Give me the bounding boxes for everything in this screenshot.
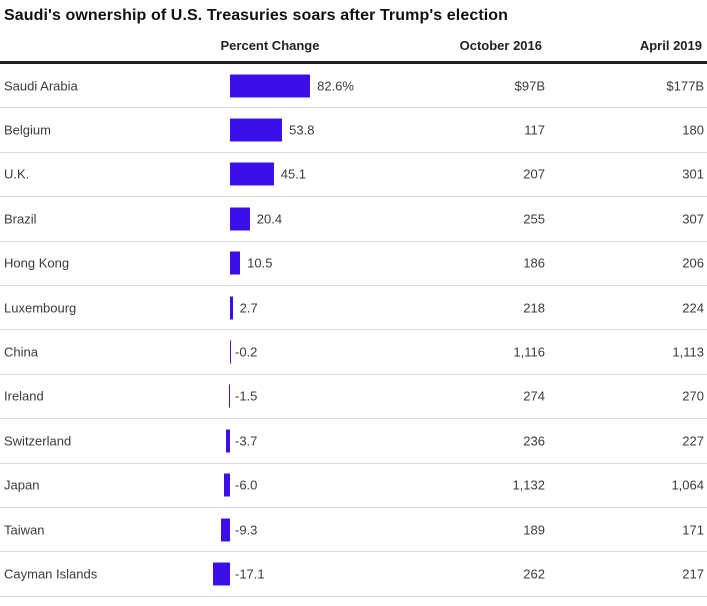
table-row: U.K. 45.1 207 301	[0, 153, 707, 198]
country-label: Switzerland	[4, 433, 72, 449]
table-row: Belgium 53.8 117 180	[0, 108, 707, 153]
country-label: Luxembourg	[4, 300, 77, 316]
percent-change-value: 45.1	[280, 166, 307, 182]
april-2019-value: $177B	[666, 78, 704, 94]
table-row: Cayman Islands -17.1 262 217	[0, 552, 707, 597]
column-header-percent-change: Percent Change	[220, 38, 320, 53]
percent-change-value: -17.1	[235, 566, 265, 582]
percent-change-bar	[220, 518, 230, 542]
country-label: Brazil	[4, 211, 37, 227]
country-label: Belgium	[4, 122, 51, 138]
country-label: U.K.	[4, 166, 30, 182]
column-header-april-2019: April 2019	[639, 38, 702, 53]
table-body: Saudi Arabia 82.6% $97B $177B Belgium 53…	[0, 64, 707, 597]
april-2019-value: 1,113	[672, 344, 704, 360]
percent-change-bar	[228, 384, 230, 408]
table-row: Saudi Arabia 82.6% $97B $177B	[0, 64, 707, 109]
percent-change-value: -9.3	[235, 522, 258, 538]
october-2016-value: 189	[523, 522, 545, 538]
percent-change-value: 82.6%	[317, 78, 354, 94]
percent-change-value: -1.5	[235, 388, 258, 404]
april-2019-value: 307	[682, 211, 704, 227]
table-row: Japan -6.0 1,132 1,064	[0, 464, 707, 508]
october-2016-value: 236	[523, 433, 545, 449]
table-row: Luxembourg 2.7 218 224	[0, 286, 707, 331]
percent-change-bar	[230, 74, 311, 98]
percent-change-bar	[226, 429, 230, 453]
country-label: China	[4, 344, 38, 360]
october-2016-value: 255	[523, 211, 545, 227]
october-2016-value: 274	[523, 388, 545, 404]
percent-change-value: 10.5	[247, 255, 273, 271]
country-label: Saudi Arabia	[4, 78, 78, 94]
october-2016-value: 1,132	[512, 477, 545, 493]
april-2019-value: 224	[682, 300, 704, 316]
april-2019-value: 301	[682, 166, 704, 182]
percent-change-value: -3.7	[235, 433, 258, 449]
april-2019-value: 217	[682, 566, 704, 582]
header-rule	[0, 61, 707, 64]
table-row: Switzerland -3.7 236 227	[0, 419, 707, 464]
april-2019-value: 270	[682, 388, 704, 404]
table-row: Taiwan -9.3 189 171	[0, 508, 707, 553]
percent-change-bar	[230, 296, 233, 320]
october-2016-value: 1,116	[513, 344, 545, 360]
october-2016-value: 207	[523, 166, 545, 182]
october-2016-value: 117	[524, 122, 545, 138]
april-2019-value: 1,064	[671, 477, 704, 493]
october-2016-value: $97B	[514, 78, 545, 94]
table-row: China -0.2 1,116 1,113	[0, 330, 707, 375]
october-2016-value: 262	[523, 566, 545, 582]
country-label: Cayman Islands	[4, 566, 98, 582]
april-2019-value: 227	[682, 433, 704, 449]
percent-change-bar	[230, 118, 283, 142]
country-label: Japan	[4, 477, 40, 493]
april-2019-value: 206	[682, 255, 704, 271]
percent-change-bar	[230, 207, 250, 231]
country-label: Hong Kong	[4, 255, 70, 271]
percent-change-value: -0.2	[235, 344, 258, 360]
country-label: Taiwan	[4, 522, 45, 538]
october-2016-value: 218	[523, 300, 545, 316]
percent-change-value: 2.7	[239, 300, 258, 316]
percent-change-bar	[230, 162, 274, 186]
table-header-row: Percent Change October 2016 April 2019	[0, 38, 707, 55]
april-2019-value: 180	[682, 122, 704, 138]
april-2019-value: 171	[682, 522, 704, 538]
percent-change-bar	[224, 473, 230, 497]
table-row: Hong Kong 10.5 186 206	[0, 242, 707, 286]
table-row: Brazil 20.4 255 307	[0, 197, 707, 242]
percent-change-bar	[213, 562, 230, 586]
percent-change-bar	[230, 251, 241, 275]
october-2016-value: 186	[523, 255, 545, 271]
percent-change-value: 20.4	[256, 211, 283, 227]
percent-change-value: -6.0	[235, 477, 258, 493]
table-row: Ireland -1.5 274 270	[0, 375, 707, 420]
column-header-october-2016: October 2016	[459, 38, 542, 53]
country-label: Ireland	[4, 388, 44, 404]
percent-change-value: 53.8	[289, 122, 315, 138]
chart-title: Saudi's ownership of U.S. Treasuries soa…	[4, 7, 509, 24]
